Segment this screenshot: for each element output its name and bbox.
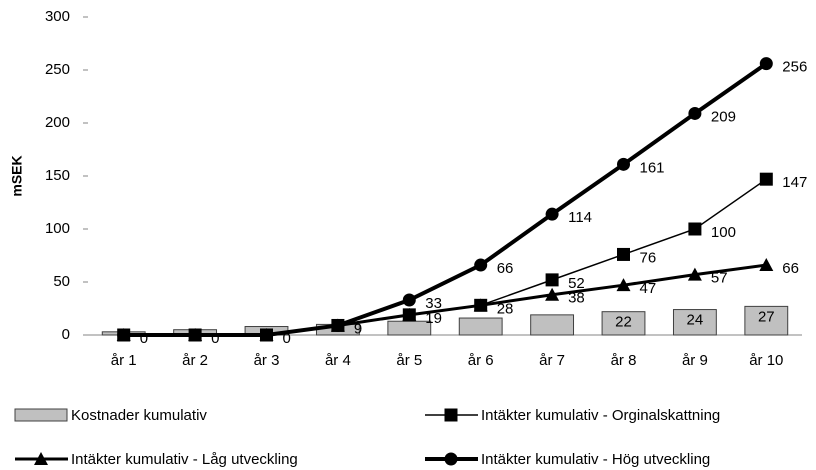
marker <box>545 273 559 287</box>
data-label: 100 <box>711 224 736 241</box>
marker <box>759 172 773 186</box>
bar <box>672 309 717 336</box>
marker <box>402 307 417 321</box>
y-tick-label: 100 <box>45 220 70 237</box>
data-label: 256 <box>782 59 807 76</box>
x-tick-label: år 7 <box>539 352 565 369</box>
data-label: 27 <box>758 308 775 325</box>
marker <box>759 57 773 71</box>
marker <box>688 106 702 120</box>
data-label: 0 <box>140 330 148 347</box>
data-label: 76 <box>640 249 657 266</box>
bar <box>601 311 646 336</box>
marker <box>331 318 345 332</box>
bar <box>744 305 789 336</box>
line <box>123 263 767 337</box>
marker <box>402 293 416 307</box>
marker <box>617 157 630 171</box>
data-label: 22 <box>615 314 632 331</box>
data-label: 0 <box>211 330 219 347</box>
bar <box>458 317 503 336</box>
data-label: 147 <box>782 174 807 191</box>
x-tick-label: år 10 <box>749 352 783 369</box>
marker <box>117 328 131 342</box>
marker <box>617 247 630 261</box>
x-tick-label: år 9 <box>682 352 708 369</box>
data-label: 24 <box>687 312 704 329</box>
x-tick-label: år 5 <box>396 352 422 369</box>
data-label: 47 <box>640 280 657 297</box>
y-tick-label: 250 <box>45 61 70 78</box>
data-label: 38 <box>568 290 585 307</box>
legend-marker <box>444 408 458 422</box>
line <box>123 61 768 337</box>
y-tick-label: 150 <box>45 167 70 184</box>
y-axis-label: mSEK <box>9 155 25 196</box>
data-label: 66 <box>497 260 514 277</box>
data-label: 19 <box>425 310 442 327</box>
marker <box>687 267 702 281</box>
legend-label: Intäkter kumulativ - Låg utveckling <box>71 451 298 468</box>
legend-label: Kostnader kumulativ <box>71 407 207 424</box>
data-label: 0 <box>283 330 291 347</box>
x-tick-label: år 8 <box>611 352 637 369</box>
line <box>123 178 767 336</box>
y-tick-label: 0 <box>62 326 70 343</box>
y-tick-label: 50 <box>53 273 70 290</box>
data-label: 161 <box>640 159 665 176</box>
marker <box>688 222 702 236</box>
data-label: 114 <box>568 209 592 226</box>
x-tick-label: år 2 <box>182 352 208 369</box>
x-tick-label: år 1 <box>111 352 137 369</box>
bar <box>387 320 432 336</box>
data-label: 57 <box>711 270 728 287</box>
marker <box>474 258 488 272</box>
marker <box>759 258 774 272</box>
bar <box>530 314 575 336</box>
marker <box>545 287 560 301</box>
data-label: 52 <box>568 275 585 292</box>
marker <box>616 278 631 292</box>
marker <box>473 298 488 312</box>
x-tick-label: år 4 <box>325 352 351 369</box>
legend-marker <box>34 452 48 465</box>
data-label: 28 <box>497 300 514 317</box>
x-tick-label: år 6 <box>468 352 494 369</box>
data-label: 33 <box>425 295 442 312</box>
legend-label: Intäkter kumulativ - Hög utveckling <box>481 451 710 468</box>
y-tick-label: 300 <box>45 8 70 25</box>
data-label: 66 <box>782 260 799 277</box>
marker <box>260 328 273 342</box>
legend-label: Intäkter kumulativ - Orginalskattning <box>481 407 720 424</box>
marker <box>188 328 202 342</box>
legend-swatch <box>14 408 68 422</box>
data-label: 209 <box>711 108 736 125</box>
y-tick-label: 200 <box>45 114 70 131</box>
x-tick-label: år 3 <box>254 352 280 369</box>
legend-marker <box>444 452 458 466</box>
data-label: 9 <box>354 320 362 337</box>
marker <box>545 207 559 221</box>
